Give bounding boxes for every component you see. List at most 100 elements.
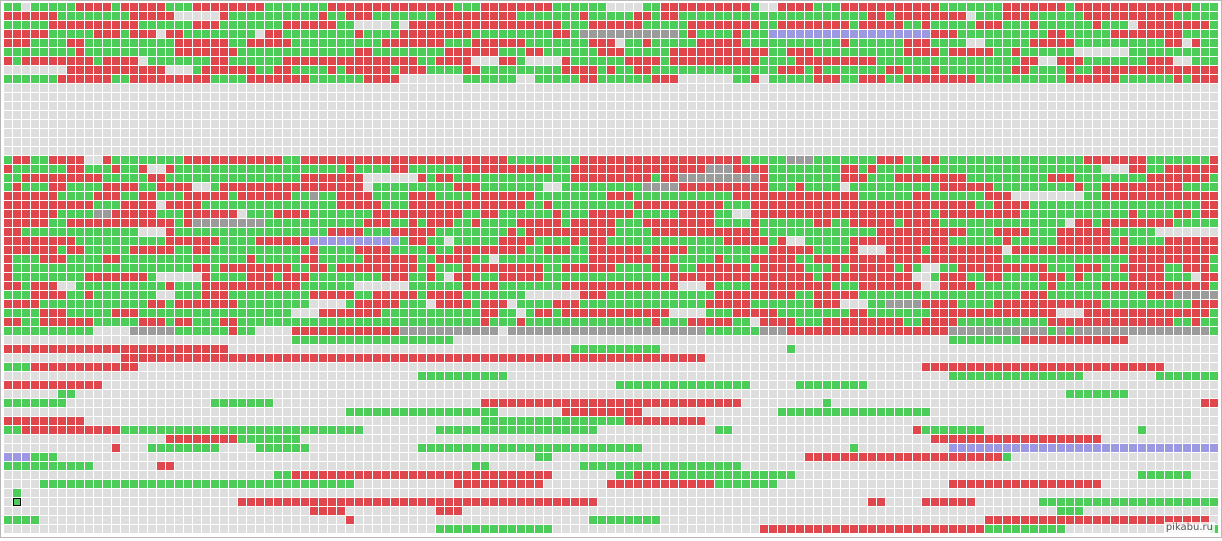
cluster-cell xyxy=(508,291,516,299)
cluster-cell xyxy=(967,21,975,29)
cluster-cell xyxy=(1192,138,1200,146)
cluster-cell xyxy=(274,246,282,254)
cluster-cell xyxy=(940,21,948,29)
cluster-cell xyxy=(184,291,192,299)
cluster-cell xyxy=(589,174,597,182)
cluster-cell xyxy=(1057,156,1065,164)
cluster-cell xyxy=(4,219,12,227)
cluster-cell xyxy=(211,75,219,83)
cluster-cell xyxy=(454,30,462,38)
cluster-cell xyxy=(715,39,723,47)
cluster-cell xyxy=(661,156,669,164)
cluster-cell xyxy=(571,156,579,164)
cluster-cell xyxy=(220,39,228,47)
cluster-cell xyxy=(265,264,273,272)
cluster-cell xyxy=(1003,237,1011,245)
cluster-cell xyxy=(445,84,453,92)
cluster-cell xyxy=(58,264,66,272)
cluster-cell xyxy=(220,327,228,335)
cluster-cell xyxy=(715,237,723,245)
cluster-cell xyxy=(220,12,228,20)
cluster-cell xyxy=(1201,102,1209,110)
cluster-cell xyxy=(319,111,327,119)
cluster-cell xyxy=(670,273,678,281)
cluster-cell xyxy=(1030,300,1038,308)
cluster-cell xyxy=(1201,210,1209,218)
cluster-cell xyxy=(508,120,516,128)
cluster-cell xyxy=(58,273,66,281)
cluster-cell xyxy=(895,48,903,56)
cluster-cell xyxy=(49,102,57,110)
cluster-cell xyxy=(1120,156,1128,164)
cluster-cell xyxy=(787,174,795,182)
cluster-cell xyxy=(130,309,138,317)
cluster-cell xyxy=(760,3,768,11)
cluster-cell xyxy=(877,282,885,290)
cluster-cell xyxy=(1039,75,1047,83)
cluster-cell xyxy=(931,12,939,20)
cluster-cell xyxy=(607,219,615,227)
cluster-cell xyxy=(832,111,840,119)
cluster-cell xyxy=(1057,57,1065,65)
cluster-cell xyxy=(175,93,183,101)
cluster-cell xyxy=(265,219,273,227)
cluster-cell xyxy=(517,300,525,308)
cluster-cell xyxy=(706,57,714,65)
cluster-cell xyxy=(274,66,282,74)
cluster-cell xyxy=(220,21,228,29)
cluster-cell xyxy=(1093,84,1101,92)
cluster-cell xyxy=(346,102,354,110)
cluster-cell xyxy=(994,75,1002,83)
cluster-cell xyxy=(1003,156,1011,164)
cluster-cell xyxy=(319,219,327,227)
cluster-cell xyxy=(337,282,345,290)
cluster-cell xyxy=(580,264,588,272)
cluster-cell xyxy=(58,129,66,137)
cluster-cell xyxy=(1057,201,1065,209)
cluster-cell xyxy=(184,192,192,200)
cluster-cell xyxy=(463,3,471,11)
cluster-cell xyxy=(292,111,300,119)
cluster-cell xyxy=(76,210,84,218)
cluster-cell xyxy=(607,318,615,326)
cluster-cell xyxy=(958,210,966,218)
cluster-cell xyxy=(1111,264,1119,272)
cluster-cell xyxy=(1075,291,1083,299)
cluster-cell xyxy=(715,30,723,38)
cluster-cell xyxy=(130,75,138,83)
cluster-cell xyxy=(49,48,57,56)
cluster-cell xyxy=(148,84,156,92)
cluster-cell xyxy=(1048,237,1056,245)
cluster-cell xyxy=(67,12,75,20)
cluster-cell xyxy=(1201,57,1209,65)
cluster-cell xyxy=(247,282,255,290)
cluster-cell xyxy=(1129,255,1137,263)
cluster-cell xyxy=(976,327,984,335)
cluster-cell xyxy=(391,237,399,245)
cluster-cell xyxy=(175,291,183,299)
cluster-cell xyxy=(445,111,453,119)
cluster-cell xyxy=(31,120,39,128)
cluster-cell xyxy=(1111,309,1119,317)
cluster-cell xyxy=(1210,282,1218,290)
cluster-cell xyxy=(31,201,39,209)
cluster-cell xyxy=(49,3,57,11)
cluster-cell xyxy=(382,309,390,317)
cluster-cell xyxy=(355,174,363,182)
cluster-cell xyxy=(868,165,876,173)
cluster-cell xyxy=(517,48,525,56)
cluster-cell xyxy=(1156,282,1164,290)
cluster-cell xyxy=(58,300,66,308)
cluster-cell xyxy=(94,291,102,299)
cluster-cell xyxy=(292,327,300,335)
cluster-cell xyxy=(1012,219,1020,227)
cluster-cell xyxy=(679,156,687,164)
cluster-cell xyxy=(814,210,822,218)
cluster-cell xyxy=(1030,201,1038,209)
cluster-cell xyxy=(913,156,921,164)
cluster-cell xyxy=(517,12,525,20)
cluster-cell xyxy=(4,282,12,290)
cluster-cell xyxy=(481,309,489,317)
cluster-cell xyxy=(1021,30,1029,38)
cluster-cell xyxy=(1138,237,1146,245)
